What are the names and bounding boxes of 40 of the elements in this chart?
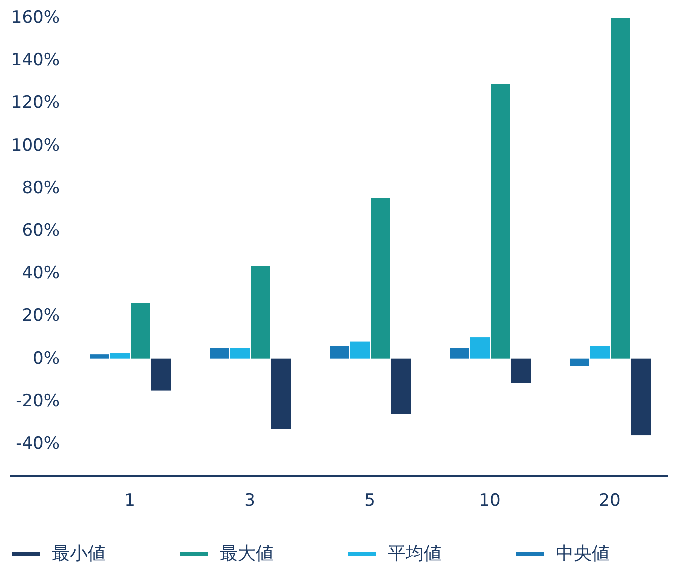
bar bbox=[131, 303, 150, 359]
bar bbox=[450, 348, 470, 359]
legend-label: 平均値 bbox=[388, 544, 442, 564]
x-tick-label: 10 bbox=[479, 491, 501, 511]
bar bbox=[152, 358, 171, 391]
y-tick-label: 80% bbox=[22, 178, 60, 198]
bar bbox=[570, 358, 590, 366]
x-tick-label: 1 bbox=[124, 491, 136, 511]
bar bbox=[110, 354, 130, 359]
bar bbox=[512, 358, 531, 384]
bar bbox=[611, 18, 630, 359]
y-tick-label: 160% bbox=[11, 8, 60, 28]
legend-label: 最小値 bbox=[52, 544, 106, 564]
y-tick-label: -20% bbox=[16, 391, 60, 412]
bar bbox=[392, 358, 411, 414]
y-tick-label: 120% bbox=[11, 93, 60, 114]
legend-label: 最大値 bbox=[220, 544, 274, 564]
y-tick-label: -40% bbox=[16, 434, 60, 454]
bar bbox=[350, 342, 370, 359]
x-tick-label: 3 bbox=[244, 491, 256, 511]
y-tick-label: 0% bbox=[33, 348, 60, 369]
bar bbox=[491, 84, 510, 359]
bar bbox=[230, 348, 250, 359]
bar bbox=[470, 338, 490, 359]
y-tick-label: 20% bbox=[22, 306, 60, 326]
y-tick-label: 40% bbox=[22, 264, 60, 284]
bar bbox=[632, 358, 651, 436]
bar bbox=[590, 346, 610, 359]
y-tick-label: 100% bbox=[11, 136, 60, 156]
bar bbox=[251, 266, 270, 359]
bar bbox=[210, 348, 230, 359]
bar bbox=[371, 198, 390, 359]
y-tick-label: 140% bbox=[11, 50, 60, 71]
y-tick-label: 60% bbox=[22, 221, 60, 242]
x-tick-label: 5 bbox=[364, 491, 376, 511]
x-tick-label: 20 bbox=[599, 491, 621, 511]
legend-label: 中央値 bbox=[556, 544, 610, 564]
bar bbox=[272, 358, 291, 430]
bar bbox=[90, 354, 110, 359]
bar bbox=[330, 346, 350, 359]
